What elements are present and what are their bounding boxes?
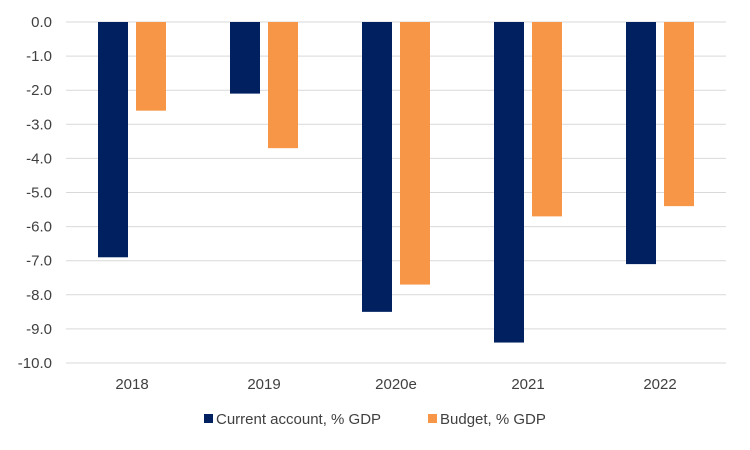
- legend-label-current-account: Current account, % GDP: [216, 411, 381, 428]
- y-tick-label: -4.0: [26, 150, 52, 167]
- y-tick-label: -10.0: [18, 355, 52, 372]
- x-axis-ticks: 2018 2019 2020e 2021 2022: [115, 376, 676, 393]
- x-tick-label: 2019: [247, 376, 280, 393]
- bar-budget-2020e: [400, 22, 430, 285]
- legend-swatch-budget: [428, 414, 437, 423]
- bar-current-account-2021: [494, 22, 524, 343]
- x-tick-label: 2021: [511, 376, 544, 393]
- y-tick-label: -5.0: [26, 185, 52, 202]
- gridlines: [66, 21, 726, 364]
- y-tick-label: -9.0: [26, 321, 52, 338]
- x-tick-label: 2020e: [375, 376, 417, 393]
- y-tick-label: -2.0: [26, 82, 52, 99]
- bar-current-account-2022: [626, 22, 656, 265]
- y-tick-label: -1.0: [26, 48, 52, 65]
- legend-swatch-current-account: [204, 414, 213, 423]
- x-tick-label: 2022: [643, 376, 676, 393]
- bar-budget-2018: [136, 22, 166, 111]
- bar-budget-2022: [664, 22, 694, 207]
- bar-budget-2019: [268, 22, 298, 149]
- y-tick-label: -6.0: [26, 219, 52, 236]
- y-tick-label: -3.0: [26, 116, 52, 133]
- x-tick-label: 2018: [115, 376, 148, 393]
- legend: Current account, % GDP Budget, % GDP: [204, 411, 546, 428]
- y-tick-label: -8.0: [26, 287, 52, 304]
- y-axis-ticks: 0.0 -1.0 -2.0 -3.0 -4.0 -5.0 -6.0 -7.0 -8.0 -9.0 -…: [18, 14, 52, 372]
- bars: [98, 22, 694, 343]
- bar-current-account-2020e: [362, 22, 392, 312]
- y-tick-label: -7.0: [26, 253, 52, 270]
- bar-current-account-2019: [230, 22, 260, 94]
- legend-label-budget: Budget, % GDP: [440, 411, 546, 428]
- bar-current-account-2018: [98, 22, 128, 258]
- y-tick-label: 0.0: [31, 14, 52, 31]
- bar-budget-2021: [532, 22, 562, 217]
